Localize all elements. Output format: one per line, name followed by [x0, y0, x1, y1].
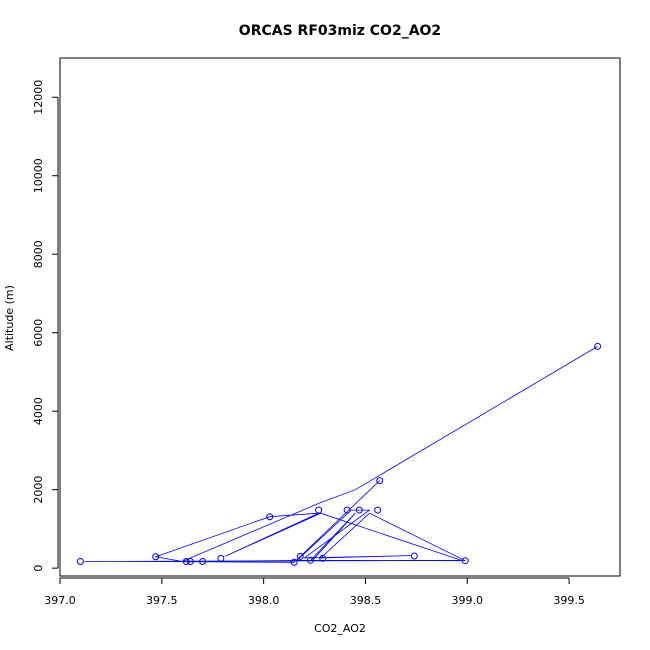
series-points-group: [76, 342, 602, 566]
data-point: [217, 554, 225, 562]
data-point: [319, 554, 327, 562]
y-axis: 0 2000 4000 6000 8000 10000 12000: [32, 80, 59, 572]
y-tick-label: 12000: [32, 80, 45, 115]
x-tick-label: 399.5: [553, 594, 585, 607]
data-point: [594, 342, 602, 350]
y-tick-label: 6000: [32, 319, 45, 347]
data-point: [376, 477, 384, 485]
series-path-group: [84, 346, 598, 563]
y-tick-label: 2000: [32, 476, 45, 504]
data-point: [306, 556, 314, 564]
data-point: [182, 557, 190, 565]
data-point: [296, 552, 304, 560]
x-tick-label: 399.0: [452, 594, 484, 607]
data-point: [374, 506, 382, 514]
y-axis-label: Altitude (m): [3, 285, 16, 351]
data-point: [152, 553, 160, 561]
x-axis-label: CO2_AO2: [314, 622, 366, 635]
y-tick-label: 0: [32, 565, 45, 572]
data-point: [410, 552, 418, 560]
x-tick-label: 398.0: [248, 594, 280, 607]
y-tick-label: 10000: [32, 158, 45, 193]
y-tick-label: 4000: [32, 397, 45, 425]
data-point: [461, 557, 469, 565]
data-point: [199, 557, 207, 565]
x-tick-label: 398.5: [350, 594, 382, 607]
series-line: [84, 346, 598, 563]
x-tick-label: 397.0: [44, 594, 76, 607]
data-point: [355, 506, 363, 514]
data-point: [315, 506, 323, 514]
data-point: [76, 557, 84, 565]
x-axis: 397.0 397.5 398.0 398.5 399.0 399.5: [44, 577, 585, 607]
data-point: [343, 506, 351, 514]
plot-frame: [59, 57, 621, 577]
y-tick-label: 8000: [32, 240, 45, 268]
chart-title: ORCAS RF03miz CO2_AO2: [239, 23, 441, 39]
data-point: [266, 513, 274, 521]
x-tick-label: 397.5: [146, 594, 178, 607]
data-point: [290, 558, 298, 566]
data-point: [186, 557, 194, 565]
